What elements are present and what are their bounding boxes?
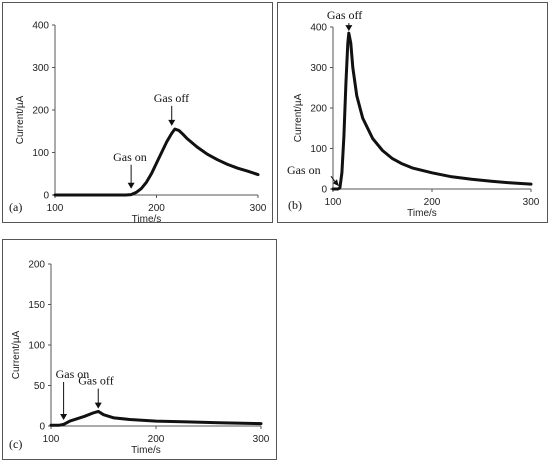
y-tick-label: 100 (32, 148, 49, 159)
y-tick-label: 300 (32, 63, 49, 74)
y-tick-label: 0 (321, 185, 327, 196)
x-axis-label: Time/s (131, 445, 161, 456)
annotation-arrowhead (345, 25, 353, 32)
y-axis-label: Current/µA (11, 330, 22, 379)
x-tick-label: 200 (424, 197, 441, 208)
x-tick-label: 100 (43, 434, 60, 445)
annotation-arrowhead (168, 119, 176, 126)
y-tick-label: 400 (32, 21, 49, 32)
annotation-label: Gas on (56, 367, 90, 381)
panel-label: (c) (9, 437, 22, 451)
y-tick-label: 200 (310, 104, 327, 115)
y-axis-label: Current/µA (293, 93, 304, 142)
x-tick-label: 100 (325, 197, 342, 208)
annotation-label: Gas off (327, 8, 362, 22)
x-tick-label: 200 (148, 434, 165, 445)
y-tick-label: 300 (310, 63, 327, 74)
panel-b: 0 100 200 300 400 100 200 300 Time/s Current/µA (b… (277, 2, 548, 223)
x-tick-label: 300 (253, 434, 270, 445)
y-tick-label: 0 (39, 422, 45, 433)
x-axis-label: Time/s (132, 214, 162, 222)
annotation-arrowhead (94, 402, 102, 409)
annotation-arrowhead (60, 413, 68, 420)
panel-label: (a) (9, 200, 22, 214)
data-series-line (53, 127, 260, 197)
y-tick-label: 100 (28, 341, 45, 352)
annotation-label: Gas on (113, 150, 147, 164)
annotation-label: Gas off (154, 91, 189, 105)
y-tick-label: 150 (28, 300, 45, 311)
annotation-label: Gas off (78, 374, 113, 388)
x-tick-label: 200 (148, 203, 165, 214)
annotation-arrowhead (332, 179, 339, 187)
x-tick-label: 100 (47, 203, 64, 214)
x-tick-label: 300 (523, 197, 540, 208)
x-axis-label: Time/s (407, 208, 437, 219)
y-tick-label: 200 (32, 106, 49, 117)
y-tick-label: 100 (310, 144, 327, 155)
y-tick-label: 200 (28, 260, 45, 271)
y-tick-label: 50 (34, 381, 46, 392)
annotation-arrowhead (127, 182, 135, 189)
data-series-line (331, 31, 533, 191)
x-tick-label: 300 (250, 203, 267, 214)
chart-c: 0 50 100 150 200 100 200 300 Time/s Current/µA (c)… (9, 260, 270, 457)
y-tick-label: 400 (310, 23, 327, 34)
data-series-line (49, 409, 263, 427)
y-axis-label: Current/µA (15, 95, 26, 144)
annotation-label: Gas on (287, 163, 321, 177)
panel-a: 0 100 200 300 400 100 200 300 Time/s Current/µA (a… (2, 2, 273, 223)
panel-c: 0 50 100 150 200 100 200 300 Time/s Current/µA (c)… (2, 239, 277, 460)
panel-label: (b) (288, 198, 302, 212)
y-tick-label: 0 (43, 191, 49, 202)
